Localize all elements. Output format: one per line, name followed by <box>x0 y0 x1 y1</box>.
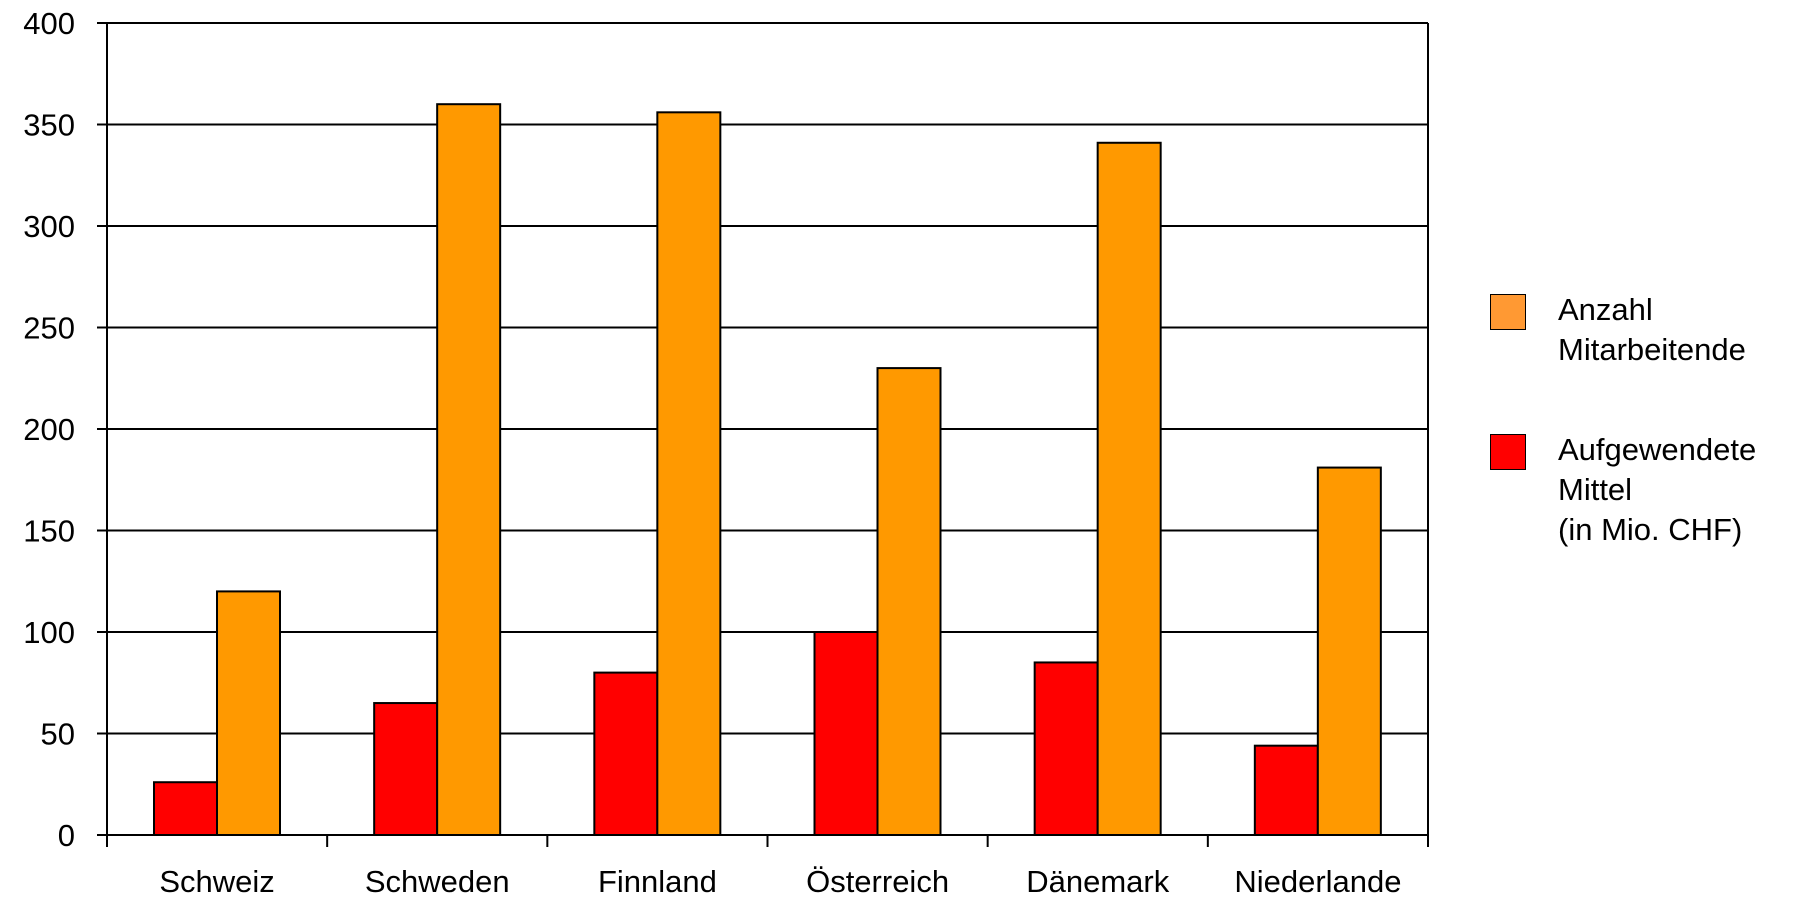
bar-mitarbeitende <box>436 103 502 836</box>
bar-mittel <box>153 781 218 836</box>
y-tick-label: 200 <box>23 412 75 447</box>
y-tick-label: 250 <box>23 311 75 346</box>
bar-mittel <box>373 702 439 836</box>
legend-label-mittel: Aufgewendete Mittel (in Mio. CHF) <box>1558 432 1757 547</box>
y-tick-label: 400 <box>23 6 75 41</box>
y-tick-label: 0 <box>58 818 75 853</box>
bar-mittel <box>1253 744 1319 836</box>
y-tick-label: 100 <box>23 615 75 650</box>
legend: Anzahl Mitarbeitende Aufgewendete Mittel… <box>1490 290 1790 580</box>
legend-swatch-mitarbeitende <box>1490 294 1526 330</box>
x-tick-label: Finnland <box>598 864 717 899</box>
x-tick-label: Niederlande <box>1234 864 1401 899</box>
legend-swatch-mittel <box>1490 434 1526 470</box>
bar-mitarbeitende <box>1096 141 1162 836</box>
legend-item-mittel: Aufgewendete Mittel (in Mio. CHF) <box>1490 430 1790 550</box>
bar-mitarbeitende <box>216 590 281 837</box>
x-tick-label: Österreich <box>806 864 949 899</box>
x-tick-label: Dänemark <box>1026 864 1169 899</box>
y-tick-label: 300 <box>23 209 75 244</box>
bar-mittel <box>813 631 879 836</box>
bar-chart: 0 50 100 150 200 250 300 350 400 Schweiz Schweden F… <box>23 6 1429 899</box>
bar-mittel <box>1033 661 1099 837</box>
bar-mitarbeitende <box>656 111 722 836</box>
x-tick-label: Schweiz <box>159 864 274 899</box>
x-tick-label: Schweden <box>365 864 510 899</box>
bar-mitarbeitende <box>876 367 942 836</box>
bar-mitarbeitende <box>1316 466 1382 836</box>
y-tick-label: 150 <box>23 514 75 549</box>
y-tick-label: 350 <box>23 108 75 143</box>
legend-item-mitarbeitende: Anzahl Mitarbeitende <box>1490 290 1790 370</box>
y-tick-label: 50 <box>41 717 75 752</box>
legend-label-mitarbeitende: Anzahl Mitarbeitende <box>1558 292 1746 367</box>
bar-mittel <box>593 671 659 836</box>
